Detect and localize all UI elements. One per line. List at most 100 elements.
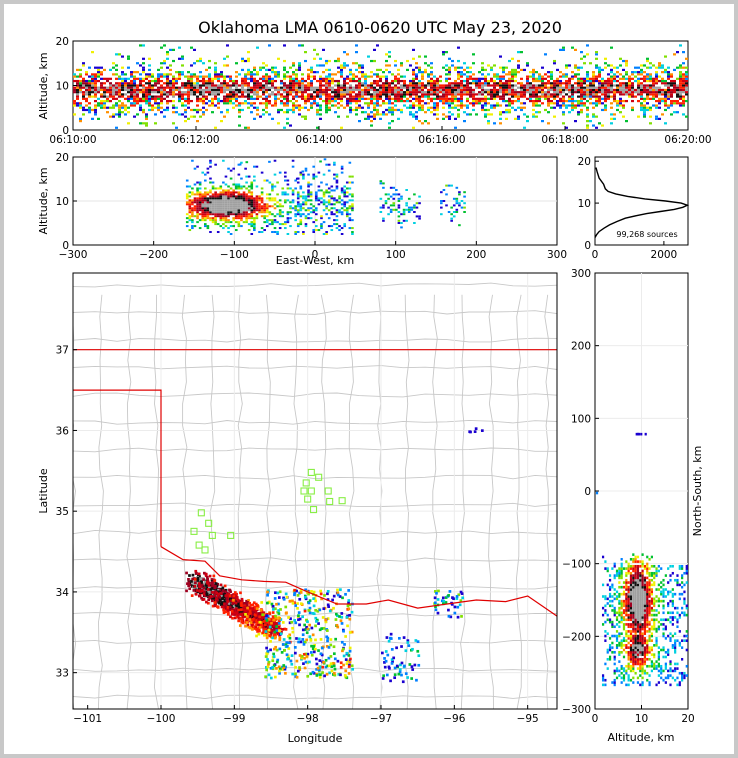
density-cell [245, 221, 248, 224]
density-cell [307, 73, 310, 76]
density-cell [442, 91, 445, 94]
density-cell [304, 225, 308, 228]
density-cell [604, 108, 607, 112]
density-cell [335, 185, 339, 188]
density-cell [457, 93, 460, 96]
density-cell [448, 104, 451, 107]
density-cell [219, 203, 223, 206]
density-cell [340, 189, 344, 192]
density-cell [234, 205, 238, 208]
density-cell [136, 102, 139, 105]
density-cell [284, 199, 287, 202]
density-cell [304, 169, 308, 172]
density-cell [273, 199, 277, 202]
density-cell [418, 108, 421, 112]
density-cell [520, 84, 523, 87]
density-cell [145, 93, 148, 96]
density-cell [219, 215, 223, 218]
density-cell [142, 91, 145, 94]
density-cell [496, 77, 499, 80]
density-cell [358, 66, 361, 69]
density-cell [227, 185, 230, 188]
density-cell [142, 77, 145, 80]
density-cell [211, 97, 214, 100]
density-cell [430, 88, 433, 92]
density-cell [433, 84, 436, 87]
density-cell [351, 207, 354, 210]
density-cell [574, 75, 577, 78]
density-cell [226, 605, 230, 609]
density-cell [184, 99, 187, 103]
density-cell [595, 91, 598, 94]
density-cell [400, 88, 403, 92]
density-cell [283, 97, 286, 100]
density-cell [667, 66, 670, 69]
density-cell [625, 77, 628, 80]
density-cell [88, 108, 91, 112]
density-cell [568, 95, 571, 98]
density-cell [235, 75, 238, 78]
density-cell [364, 97, 367, 100]
density-cell [340, 84, 343, 87]
density-cell [685, 73, 688, 76]
density-cell [589, 79, 592, 83]
density-cell [556, 88, 559, 92]
density-cell [415, 86, 418, 89]
density-cell [211, 581, 214, 585]
density-cell [433, 97, 436, 100]
density-cell [145, 115, 148, 118]
density-cell [328, 86, 331, 89]
density-cell [458, 204, 461, 207]
density-cell [274, 73, 277, 76]
density-cell [157, 88, 160, 92]
density-cell [85, 79, 88, 83]
density-cell [556, 82, 559, 85]
density-cell [538, 97, 541, 100]
density-cell [232, 167, 235, 170]
density-cell [616, 99, 619, 103]
density-cell [145, 113, 148, 116]
density-cell [310, 95, 313, 98]
density-cell [457, 82, 460, 85]
density-cell [238, 115, 241, 118]
density-cell [385, 91, 388, 94]
density-cell [304, 215, 308, 218]
density-cell [601, 68, 604, 72]
density-cell [637, 77, 640, 80]
density-cell [85, 91, 88, 94]
density-cell [490, 97, 493, 100]
density-cell [260, 215, 264, 218]
density-cell [188, 185, 192, 188]
density-cell [418, 88, 421, 92]
density-cell [219, 185, 223, 188]
density-cell [255, 213, 259, 216]
density-cell [335, 201, 339, 204]
density-cell [160, 106, 163, 109]
density-cell [216, 193, 220, 196]
density-cell [232, 91, 235, 94]
density-cell [274, 97, 277, 100]
density-cell [188, 209, 192, 212]
density-cell [583, 86, 586, 89]
density-cell [230, 609, 234, 613]
density-cell [511, 99, 514, 103]
density-cell [586, 75, 589, 78]
density-cell [178, 57, 181, 60]
density-cell [592, 82, 595, 85]
density-cell [652, 91, 655, 94]
density-cell [233, 613, 236, 616]
density-cell [268, 82, 271, 85]
density-cell [229, 233, 233, 235]
density-cell [333, 197, 336, 200]
density-cell [415, 82, 418, 85]
density-cell [598, 82, 601, 85]
density-cell [460, 66, 463, 69]
density-cell [317, 189, 321, 192]
density-cell [394, 79, 397, 83]
density-cell [442, 113, 445, 116]
density-cell [610, 71, 613, 74]
density-cell [229, 86, 232, 89]
density-cell [355, 86, 358, 89]
density-cell [273, 185, 277, 188]
density-cell [424, 91, 427, 94]
